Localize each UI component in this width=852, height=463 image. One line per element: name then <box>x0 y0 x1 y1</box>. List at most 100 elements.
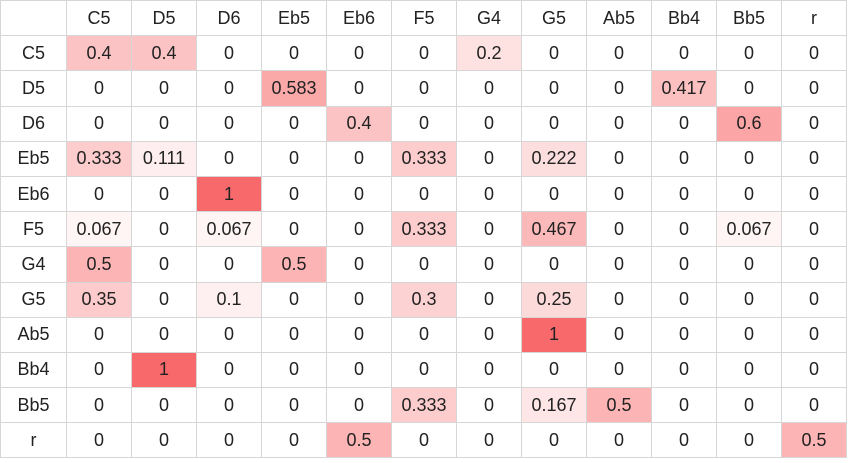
column-header: G5 <box>521 0 587 37</box>
heatmap-cell: 0 <box>131 281 197 318</box>
cell-value: 0 <box>678 253 689 274</box>
cell-value: 0 <box>158 183 169 204</box>
cell-value: 0 <box>613 324 624 345</box>
heatmap-cell: 0 <box>781 140 847 177</box>
heatmap-cell: 0 <box>586 175 652 213</box>
heatmap-cell: 0 <box>131 422 197 459</box>
row-header: D5 <box>0 70 67 107</box>
matrix-row: F5 0.067 0 0.067 0 0 0.333 0 0.467 0 0 0.067 0 <box>0 211 847 248</box>
cell-value: 0 <box>808 183 819 204</box>
heatmap-cell: 0 <box>391 35 457 72</box>
column-header-row: C5 D5 D6 Eb5 Eb6 F5 G4 G5 Ab5 Bb4 Bb5 r <box>0 0 847 37</box>
heatmap-cell: 0.5 <box>261 246 327 283</box>
cell-value: 0 <box>808 218 819 239</box>
cell-value: 0 <box>93 429 104 450</box>
heatmap-cell: 0.111 <box>131 140 197 177</box>
cell-value: 0.467 <box>531 218 577 239</box>
heatmap-cell: 0 <box>586 35 652 72</box>
cell-value: 0.25 <box>536 289 572 310</box>
cell-value: 0 <box>158 253 169 274</box>
cell-value: 0 <box>158 394 169 415</box>
cell-value: 0 <box>93 183 104 204</box>
cell-value: 0 <box>548 42 559 63</box>
row-header: Eb5 <box>0 140 67 177</box>
cell-value: 0 <box>548 183 559 204</box>
cell-value: 0 <box>288 359 299 380</box>
heatmap-cell: 0 <box>196 140 262 177</box>
heatmap-cell: 0 <box>651 140 717 177</box>
cell-value: 0 <box>808 113 819 134</box>
heatmap-cell: 0.5 <box>326 422 392 459</box>
heatmap-cell: 0 <box>66 70 132 107</box>
heatmap-cell: 0 <box>781 246 847 283</box>
heatmap-cell: 0 <box>196 35 262 72</box>
cell-value: 0 <box>93 113 104 134</box>
heatmap-cell: 0 <box>651 387 717 424</box>
heatmap-cell: 0 <box>521 70 587 107</box>
cell-value: 0 <box>743 359 754 380</box>
cell-value: 0 <box>483 429 494 450</box>
cell-value: 0 <box>418 113 429 134</box>
cell-value: 0.3 <box>411 289 437 310</box>
heatmap-cell: 0 <box>586 246 652 283</box>
cell-value: 0.111 <box>142 148 186 169</box>
heatmap-cell: 1 <box>521 316 587 353</box>
cell-value: 0 <box>353 148 364 169</box>
heatmap-cell: 0 <box>391 316 457 353</box>
cell-value: 1 <box>158 359 169 380</box>
heatmap-cell: 0 <box>261 175 327 213</box>
cell-value: 0 <box>483 253 494 274</box>
cell-value: 0 <box>483 359 494 380</box>
heatmap-cell: 0 <box>456 281 522 318</box>
heatmap-cell: 0 <box>66 316 132 353</box>
cell-value: 0 <box>223 113 234 134</box>
cell-value: 0 <box>678 148 689 169</box>
heatmap-cell: 0 <box>716 422 782 459</box>
heatmap-cell: 0 <box>651 316 717 353</box>
row-header: G4 <box>0 246 67 283</box>
cell-value: 0 <box>613 183 624 204</box>
cell-value: 0.067 <box>76 218 122 239</box>
heatmap-cell: 0 <box>586 105 652 142</box>
cell-value: 0 <box>353 42 364 63</box>
corner-cell <box>0 0 67 37</box>
matrix-row: Eb6 0 0 1 0 0 0 0 0 0 0 0 0 <box>0 175 847 213</box>
cell-value: 0 <box>353 359 364 380</box>
heatmap-cell: 0 <box>261 422 327 459</box>
heatmap-cell: 0 <box>586 351 652 389</box>
row-header: Bb4 <box>0 351 67 389</box>
heatmap-cell: 0 <box>716 387 782 424</box>
cell-value: 0 <box>418 253 429 274</box>
heatmap-cell: 0 <box>651 351 717 389</box>
column-header: Bb4 <box>651 0 717 37</box>
heatmap-cell: 0.333 <box>66 140 132 177</box>
cell-value: 0.222 <box>531 148 577 169</box>
heatmap-cell: 0 <box>781 351 847 389</box>
column-header: Eb5 <box>261 0 327 37</box>
heatmap-cell: 0 <box>456 211 522 248</box>
heatmap-cell: 0 <box>781 281 847 318</box>
cell-value: 0 <box>678 183 689 204</box>
matrix-body: C5 0.4 0.4 0 0 0 0 0.2 0 0 0 0 0 D5 0 0 0 0.583 0 0 0 0 0 0.417… <box>0 35 847 459</box>
row-header: F5 <box>0 211 67 248</box>
heatmap-cell: 0 <box>261 281 327 318</box>
heatmap-cell: 0 <box>781 105 847 142</box>
heatmap-cell: 0 <box>196 422 262 459</box>
cell-value: 0 <box>743 77 754 98</box>
cell-value: 0 <box>288 113 299 134</box>
cell-value: 0 <box>93 394 104 415</box>
heatmap-cell: 0 <box>261 351 327 389</box>
heatmap-cell: 0 <box>651 105 717 142</box>
heatmap-cell: 0 <box>456 175 522 213</box>
cell-value: 0.5 <box>801 429 827 450</box>
matrix-row: r 0 0 0 0 0.5 0 0 0 0 0 0 0.5 <box>0 422 847 459</box>
cell-value: 0 <box>483 324 494 345</box>
cell-value: 0 <box>223 77 234 98</box>
cell-value: 0 <box>353 253 364 274</box>
cell-value: 0.5 <box>281 253 307 274</box>
heatmap-cell: 0.25 <box>521 281 587 318</box>
heatmap-cell: 0.222 <box>521 140 587 177</box>
heatmap-cell: 0 <box>196 387 262 424</box>
cell-value: 0 <box>288 183 299 204</box>
heatmap-cell: 0 <box>521 246 587 283</box>
